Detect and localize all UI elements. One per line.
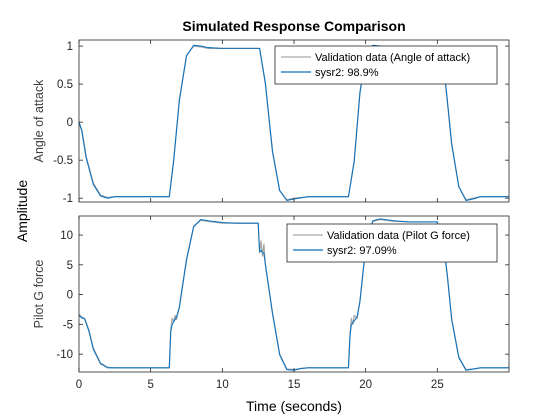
aoa-legend-entry: sysr2: 98.9% [315,67,379,79]
x-axis-label: Time (seconds) [246,398,342,414]
chart-title: Simulated Response Comparison [182,18,405,34]
aoa-y-tick-label: 0 [67,117,73,129]
gforce-x-tick-label: 0 [76,379,82,391]
aoa-y-tick-label: -1 [63,193,73,205]
gforce-y-tick-label: 10 [60,230,73,242]
pilot-g-force-axes: 0 5 10 15 20 25 -10 -5 0 5 10 Pilot G force Validati… [32,215,510,391]
gforce-legend-box[interactable] [286,223,498,263]
gforce-y-tick-label: -5 [63,319,73,331]
gforce-y-axis-label: Pilot G force [32,260,46,329]
gforce-x-tick-label: 20 [359,379,372,391]
gforce-x-tick-label: 15 [288,379,301,391]
aoa-y-tick-label: 1 [67,41,73,53]
angle-of-attack-axes: -1 -0.5 0 0.5 1 Angle of attack Validation dat… [32,39,510,205]
aoa-y-tick-label: 0.5 [57,79,73,91]
gforce-y-tick-label: 0 [67,290,73,302]
gforce-legend-entry: Validation data (Pilot G force) [327,230,470,242]
aoa-y-axis-label: Angle of attack [32,79,46,162]
gforce-y-tick-label: 5 [67,260,73,272]
shared-y-axis-label: Amplitude [14,180,30,242]
aoa-legend-box[interactable] [274,45,498,85]
gforce-x-tick-label: 5 [147,379,153,391]
gforce-y-tick-label: -10 [56,349,73,361]
gforce-x-tick-label: 10 [216,379,229,391]
aoa-y-tick-label: -0.5 [53,155,73,167]
gforce-x-tick-label: 25 [431,379,444,391]
aoa-legend-entry: Validation data (Angle of attack) [315,52,470,64]
gforce-legend-entry: sysr2: 97.09% [327,245,397,257]
